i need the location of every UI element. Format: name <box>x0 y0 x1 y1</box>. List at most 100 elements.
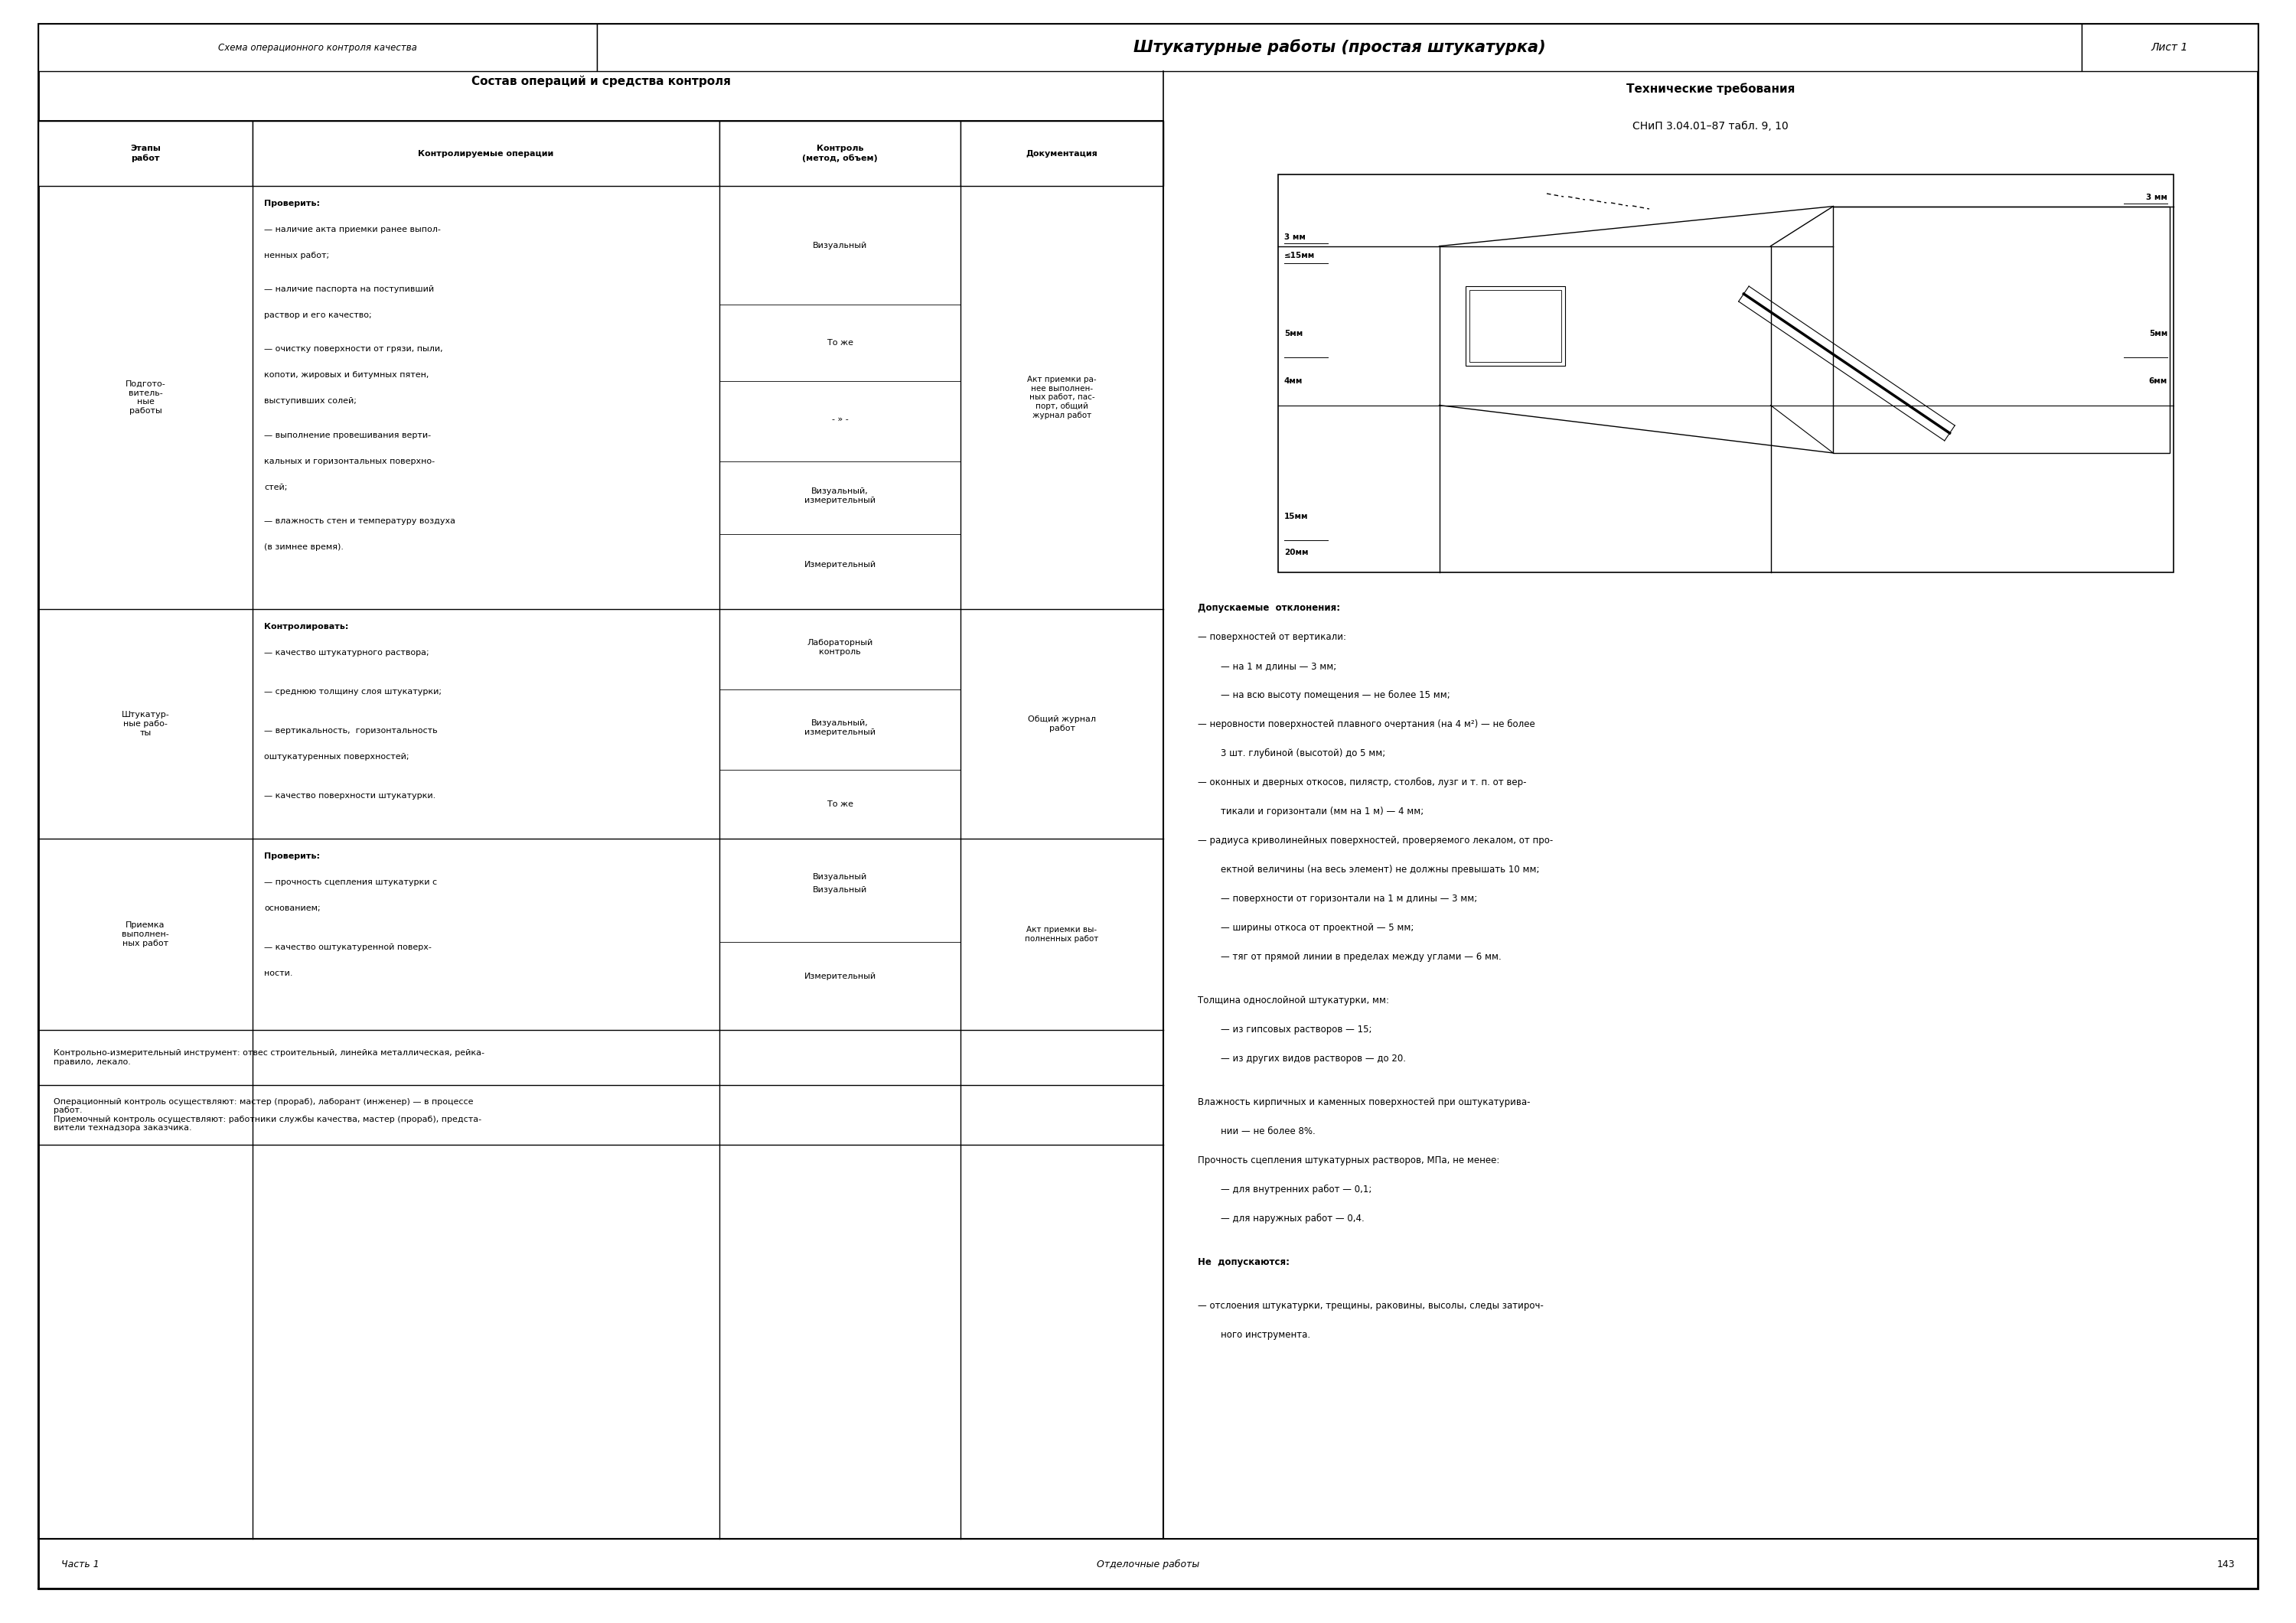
Text: Подгото-
витель-
ные
работы: Подгото- витель- ные работы <box>126 380 165 414</box>
Text: Не  допускаются:: Не допускаются: <box>1199 1258 1290 1268</box>
Text: 4мм: 4мм <box>1283 378 1302 385</box>
Text: 5мм: 5мм <box>1283 329 1302 338</box>
Text: — для наружных работ — 0,4.: — для наружных работ — 0,4. <box>1221 1214 1364 1224</box>
Text: СНиП 3.04.01–87 табл. 9, 10: СНиП 3.04.01–87 табл. 9, 10 <box>1632 120 1789 131</box>
Text: Общий журнал
работ: Общий журнал работ <box>1029 716 1095 732</box>
Text: Приемка
выполнен-
ных работ: Приемка выполнен- ных работ <box>122 922 170 946</box>
Text: Толщина однослойной штукатурки, мм:: Толщина однослойной штукатурки, мм: <box>1199 995 1389 1006</box>
Text: Визуальный,
измерительный: Визуальный, измерительный <box>804 487 875 505</box>
Text: — качество оштукатуренной поверх-: — качество оштукатуренной поверх- <box>264 943 432 951</box>
Text: Контрольно-измерительный инструмент: отвес строительный, линейка металлическая, : Контрольно-измерительный инструмент: отв… <box>53 1048 484 1066</box>
Text: стей;: стей; <box>264 484 287 490</box>
Text: — на всю высоту помещения — не более 15 мм;: — на всю высоту помещения — не более 15 … <box>1221 690 1451 700</box>
Text: Контроль
(метод, объем): Контроль (метод, объем) <box>801 144 877 162</box>
Text: — отслоения штукатурки, трещины, раковины, высолы, следы затироч-: — отслоения штукатурки, трещины, раковин… <box>1199 1302 1543 1311</box>
Text: (в зимнее время).: (в зимнее время). <box>264 544 344 550</box>
Text: Схема операционного контроля качества: Схема операционного контроля качества <box>218 42 418 52</box>
Text: Визуальный: Визуальный <box>813 873 868 881</box>
Text: — для внутренних работ — 0,1;: — для внутренних работ — 0,1; <box>1221 1185 1371 1195</box>
Text: Допускаемые  отклонения:: Допускаемые отклонения: <box>1199 604 1341 613</box>
Text: Операционный контроль осуществляют: мастер (прораб), лаборант (инженер) — в проц: Операционный контроль осуществляют: маст… <box>53 1097 482 1133</box>
Text: основанием;: основанием; <box>264 904 321 912</box>
Text: — вертикальность,  горизонтальность: — вертикальность, горизонтальность <box>264 727 439 735</box>
Text: — качество штукатурного раствора;: — качество штукатурного раствора; <box>264 649 429 657</box>
Text: Влажность кирпичных и каменных поверхностей при оштукатурива-: Влажность кирпичных и каменных поверхнос… <box>1199 1097 1529 1107</box>
Text: — наличие паспорта на поступивший: — наличие паспорта на поступивший <box>264 286 434 294</box>
Text: — влажность стен и температуру воздуха: — влажность стен и температуру воздуха <box>264 518 455 524</box>
Text: 3 мм: 3 мм <box>2147 193 2167 201</box>
Text: — прочность сцепления штукатурки с: — прочность сцепления штукатурки с <box>264 878 436 886</box>
Text: кальных и горизонтальных поверхно-: кальных и горизонтальных поверхно- <box>264 458 434 464</box>
Text: Контролировать:: Контролировать: <box>264 623 349 630</box>
Text: Документация: Документация <box>1026 149 1097 157</box>
Text: выступивших солей;: выступивших солей; <box>264 398 356 406</box>
Bar <box>1832 206 2170 453</box>
Text: — поверхности от горизонтали на 1 м длины — 3 мм;: — поверхности от горизонтали на 1 м длин… <box>1221 894 1476 904</box>
Bar <box>39 24 597 71</box>
Text: копоти, жировых и битумных пятен,: копоти, жировых и битумных пятен, <box>264 372 429 380</box>
Text: — на 1 м длины — 3 мм;: — на 1 м длины — 3 мм; <box>1221 661 1336 670</box>
Bar <box>1465 286 1566 365</box>
Bar <box>39 120 1164 1539</box>
Text: Штукатур-
ные рабо-
ты: Штукатур- ные рабо- ты <box>122 711 170 737</box>
Text: Лабораторный
контроль: Лабораторный контроль <box>806 639 872 656</box>
Text: Акт приемки ра-
нее выполнен-
ных работ, пас-
порт, общий
журнал работ: Акт приемки ра- нее выполнен- ных работ,… <box>1026 377 1097 419</box>
Text: 3 мм: 3 мм <box>1283 234 1306 240</box>
Text: Часть 1: Часть 1 <box>62 1560 99 1569</box>
Bar <box>719 120 960 187</box>
Text: 3 шт. глубиной (высотой) до 5 мм;: 3 шт. глубиной (высотой) до 5 мм; <box>1221 748 1384 758</box>
Bar <box>253 120 719 187</box>
Text: То же: То же <box>827 800 854 808</box>
Text: Измерительный: Измерительный <box>804 562 877 568</box>
Text: — наличие акта приемки ранее выпол-: — наличие акта приемки ранее выпол- <box>264 226 441 234</box>
Text: ектной величины (на весь элемент) не должны превышать 10 мм;: ектной величины (на весь элемент) не дол… <box>1221 865 1538 875</box>
Text: — поверхностей от вертикали:: — поверхностей от вертикали: <box>1199 631 1345 643</box>
Text: — среднюю толщину слоя штукатурки;: — среднюю толщину слоя штукатурки; <box>264 688 441 696</box>
Text: 20мм: 20мм <box>1283 549 1309 557</box>
Text: Проверить:: Проверить: <box>264 200 319 208</box>
Text: — тяг от прямой линии в пределах между углами — 6 мм.: — тяг от прямой линии в пределах между у… <box>1221 953 1502 962</box>
Text: Контролируемые операции: Контролируемые операции <box>418 149 553 157</box>
Text: Технические требования: Технические требования <box>1626 83 1795 94</box>
Text: оштукатуренных поверхностей;: оштукатуренных поверхностей; <box>264 753 409 761</box>
Bar <box>39 120 253 187</box>
Text: — очистку поверхности от грязи, пыли,: — очистку поверхности от грязи, пыли, <box>264 346 443 354</box>
Text: Этапы
работ: Этапы работ <box>131 144 161 162</box>
Text: Состав операций и средства контроля: Состав операций и средства контроля <box>471 75 730 88</box>
Text: — неровности поверхностей плавного очертания (на 4 м²) — не более: — неровности поверхностей плавного очерт… <box>1199 719 1536 729</box>
Text: 143: 143 <box>2216 1560 2234 1569</box>
Text: Визуальный: Визуальный <box>813 242 868 250</box>
Text: тикали и горизонтали (мм на 1 м) — 4 мм;: тикали и горизонтали (мм на 1 м) — 4 мм; <box>1221 807 1424 816</box>
Bar <box>1469 291 1561 362</box>
Text: Визуальный,
измерительный: Визуальный, измерительный <box>804 719 875 735</box>
Text: Акт приемки вы-
полненных работ: Акт приемки вы- полненных работ <box>1024 927 1100 943</box>
Text: — качество поверхности штукатурки.: — качество поверхности штукатурки. <box>264 792 436 800</box>
Text: ненных работ;: ненных работ; <box>264 252 328 260</box>
Text: 6мм: 6мм <box>2149 378 2167 385</box>
Text: — оконных и дверных откосов, пилястр, столбов, лузг и т. п. от вер-: — оконных и дверных откосов, пилястр, ст… <box>1199 777 1527 787</box>
Bar <box>2082 24 2257 71</box>
Text: ≤15мм: ≤15мм <box>1283 252 1316 260</box>
Text: 15мм: 15мм <box>1283 513 1309 521</box>
Text: — ширины откоса от проектной — 5 мм;: — ширины откоса от проектной — 5 мм; <box>1221 923 1414 933</box>
Text: Прочность сцепления штукатурных растворов, МПа, не менее:: Прочность сцепления штукатурных растворо… <box>1199 1156 1499 1165</box>
Text: — выполнение провешивания верти-: — выполнение провешивания верти- <box>264 432 432 438</box>
Text: 5мм: 5мм <box>2149 329 2167 338</box>
Text: — из гипсовых растворов — 15;: — из гипсовых растворов — 15; <box>1221 1024 1373 1034</box>
Text: - » -: - » - <box>831 415 847 424</box>
Bar <box>960 120 1164 187</box>
Text: Визуальный: Визуальный <box>813 886 868 894</box>
Text: — из других видов растворов — до 20.: — из других видов растворов — до 20. <box>1221 1053 1405 1063</box>
Text: — радиуса криволинейных поверхностей, проверяемого лекалом, от про-: — радиуса криволинейных поверхностей, пр… <box>1199 836 1552 846</box>
Text: Лист 1: Лист 1 <box>2151 42 2188 54</box>
Text: Отделочные работы: Отделочные работы <box>1097 1560 1199 1569</box>
Text: ности.: ности. <box>264 969 294 977</box>
Text: Проверить:: Проверить: <box>264 852 319 860</box>
Text: ного инструмента.: ного инструмента. <box>1221 1329 1311 1341</box>
Text: Измерительный: Измерительный <box>804 972 877 980</box>
Text: раствор и его качество;: раствор и его качество; <box>264 312 372 320</box>
Text: То же: То же <box>827 339 854 347</box>
Text: Штукатурные работы (простая штукатурка): Штукатурные работы (простая штукатурка) <box>1134 39 1545 55</box>
Bar <box>597 24 2082 71</box>
Text: нии — не более 8%.: нии — не более 8%. <box>1221 1126 1316 1136</box>
